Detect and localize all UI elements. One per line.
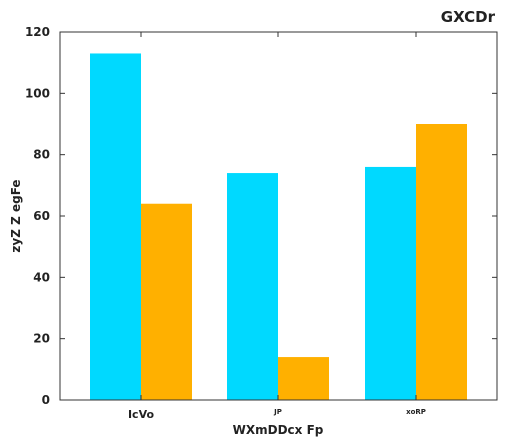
- y-tick-label: 20: [33, 332, 50, 346]
- ticks-layer: 0 20 40 60 80 100 120 IcVo JP xoRP: [25, 25, 497, 421]
- y-tick-label: 40: [33, 270, 50, 284]
- bar-series2-JP: [278, 357, 329, 400]
- x-tick-label-JP: JP: [273, 408, 282, 416]
- bars-layer: [90, 53, 467, 400]
- x-tick-label-IcVo: IcVo: [128, 408, 155, 421]
- plot-frame: [59, 31, 498, 401]
- chart-title: GXCDr: [441, 8, 496, 26]
- y-tick-label: 0: [42, 393, 50, 407]
- bar-series2-xoRP: [416, 124, 467, 400]
- y-axis-label: zyZ Z egFe: [9, 179, 23, 252]
- bar-series1-xoRP: [365, 166, 416, 400]
- y-tick-label: 120: [25, 25, 50, 39]
- y-tick-label: 60: [33, 209, 50, 223]
- bar-series1-JP: [227, 173, 278, 400]
- x-axis-label: WXmDDcx Fp: [233, 423, 324, 437]
- y-tick-label: 100: [25, 86, 50, 100]
- bar-series2-IcVo: [141, 203, 192, 400]
- x-tick-label-xoRP: xoRP: [406, 408, 426, 416]
- y-tick-label: 80: [33, 148, 50, 162]
- bar-series1-IcVo: [90, 53, 141, 400]
